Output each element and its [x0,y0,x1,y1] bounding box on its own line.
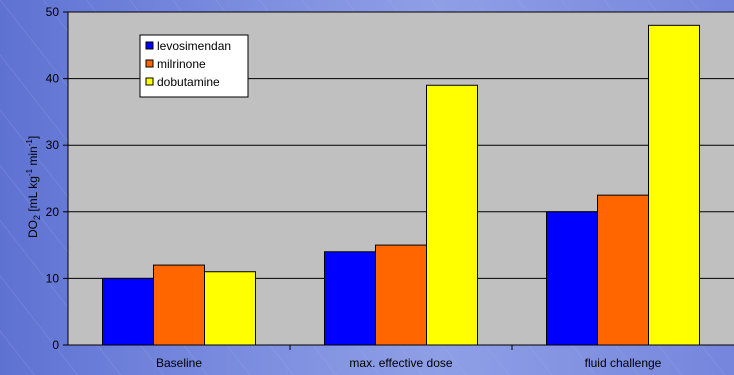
y-axis-title-unit-close: ] [26,136,40,139]
bar-levosimendan [102,277,154,346]
legend-label-dobutamine: dobutamine [157,75,220,89]
y-axis-title: DO2 [mL kg-1 min-1] [25,136,42,238]
x-category-label: Baseline [156,356,202,370]
y-tick-label: 0 [52,338,59,352]
bar-dobutamine [204,271,256,346]
y-tick-label: 40 [46,72,60,86]
bar-dobutamine [426,84,478,346]
bar-milrinone [375,244,427,346]
legend-swatch-dobutamine [145,77,154,86]
bar-milrinone [597,194,649,346]
y-axis-title-sub: 2 [32,215,42,220]
x-category-label: fluid challenge [585,356,662,370]
y-axis-title-base: DO [26,220,40,238]
y-tick-label: 20 [46,205,60,219]
y-axis-title-sup2: -1 [25,139,34,147]
bar-milrinone [153,264,205,346]
y-axis-title-sup1: -1 [25,168,34,176]
legend-label-levosimendan: levosimendan [157,39,231,53]
y-tick-label: 50 [46,5,60,19]
legend-swatch-levosimendan [145,41,154,50]
y-axis-title-unit-mid: min [26,146,40,169]
y-tick-label: 30 [46,138,60,152]
legend-swatch-milrinone [145,59,154,68]
x-category-label: max. effective dose [349,356,452,370]
y-tick-label: 10 [46,271,60,285]
legend-box [139,34,249,98]
axes: 0 10 20 30 40 50 Baseline max. effective dose fl… [46,5,734,370]
bar-levosimendan [546,211,598,346]
legend-label-milrinone: milrinone [157,57,206,71]
bar-dobutamine [648,24,700,346]
legend: levosimendan milrinone dobutamine [139,34,249,98]
bar-levosimendan [324,251,376,346]
bars [102,24,700,346]
y-axis-title-unit-open: [mL kg [26,176,40,215]
